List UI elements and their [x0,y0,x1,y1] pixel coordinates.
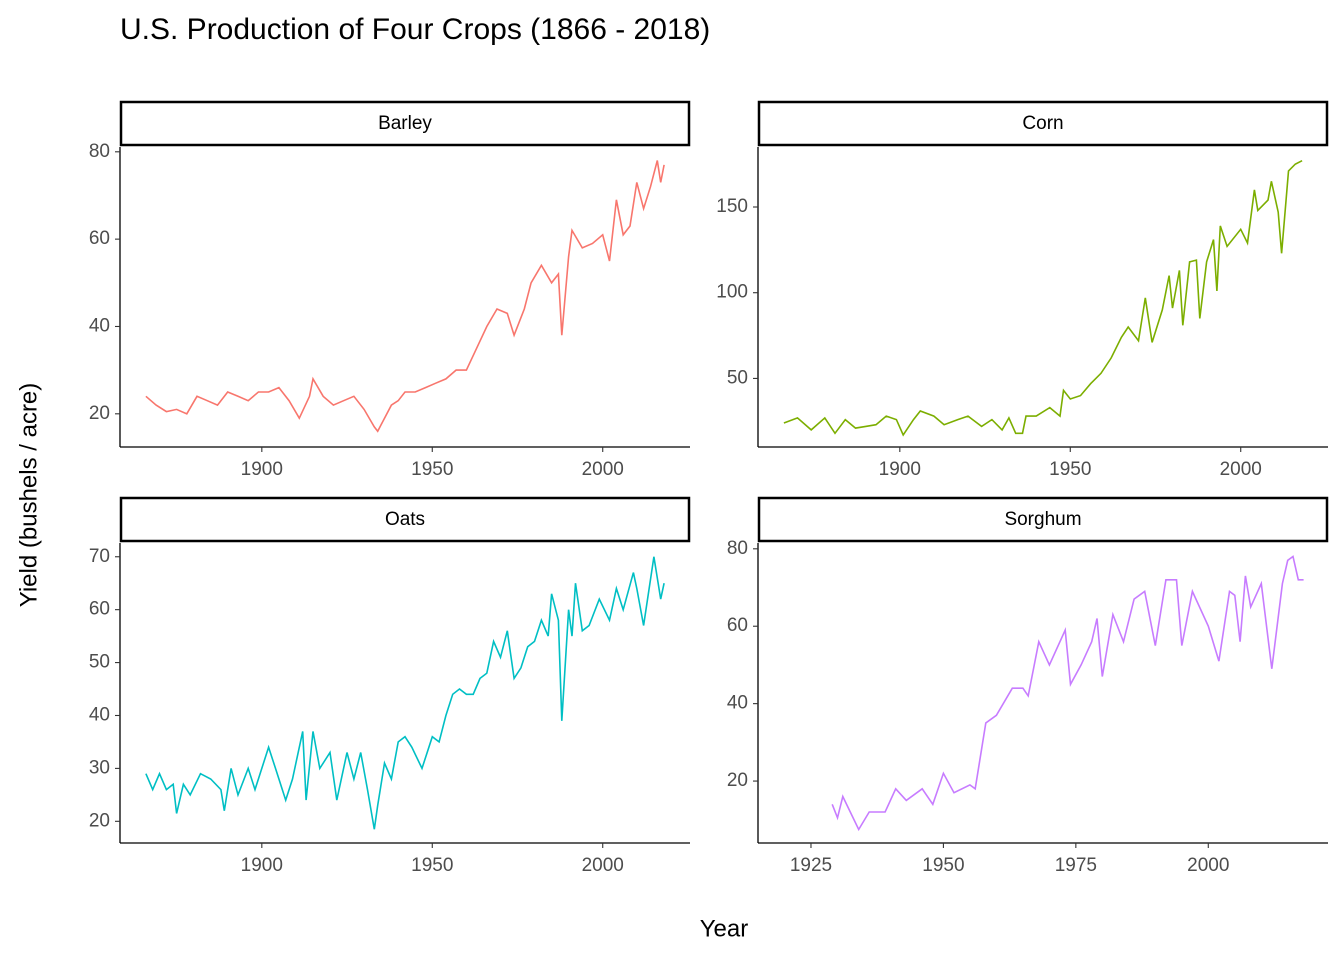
x-tick-label: 1900 [879,459,921,480]
y-tick-label: 70 [89,546,110,567]
y-tick-label: 40 [89,315,110,336]
y-tick-label: 40 [89,705,110,726]
data-line [831,555,1304,832]
y-tick-label: 50 [89,652,110,673]
x-tick-label: 1900 [241,855,283,876]
x-tick-label: 1950 [411,855,453,876]
facet-strip [757,100,1329,147]
y-tick-label: 150 [716,196,748,217]
x-tick-label: 2000 [582,855,624,876]
data-line [145,160,665,433]
data-line [145,556,665,830]
x-tick-label: 2000 [1220,459,1262,480]
y-axis-label: Yield (bushels / acre) [15,383,42,608]
y-tick-label: 50 [727,367,748,388]
x-tick-label: 1950 [922,855,964,876]
x-tick-label: 1950 [411,459,453,480]
y-tick-label: 80 [727,538,748,559]
x-tick-label: 2000 [1187,855,1229,876]
x-tick-label: 1900 [241,459,283,480]
y-tick-label: 60 [89,599,110,620]
facet-label: Barley [378,113,432,134]
facet-label: Oats [385,509,425,530]
x-tick-label: 1975 [1055,855,1097,876]
y-tick-label: 80 [89,141,110,162]
x-tick-label: 2000 [582,459,624,480]
x-tick-label: 1950 [1049,459,1091,480]
facet-label: Corn [1022,113,1063,134]
y-tick-label: 40 [727,693,748,714]
x-axis-label: Year [700,915,749,942]
y-tick-label: 20 [89,403,110,424]
facet-strip [119,496,691,543]
y-tick-label: 60 [89,228,110,249]
y-tick-label: 20 [727,770,748,791]
y-tick-label: 30 [89,757,110,778]
facet-strip [757,496,1329,543]
y-tick-label: 60 [727,615,748,636]
facet-strip [119,100,691,147]
data-line [783,159,1303,437]
chart-title: U.S. Production of Four Crops (1866 - 20… [120,13,710,46]
y-tick-label: 100 [716,282,748,303]
facet-label: Sorghum [1004,509,1081,530]
y-tick-label: 20 [89,810,110,831]
x-tick-label: 1925 [790,855,832,876]
